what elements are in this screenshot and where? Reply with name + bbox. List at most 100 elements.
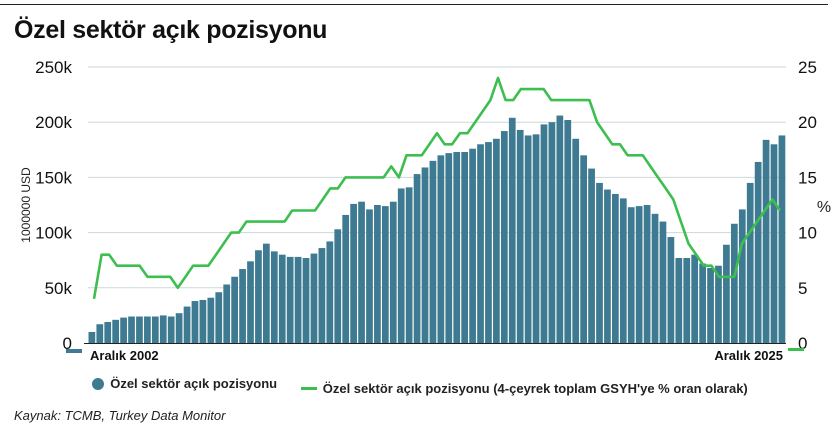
bar [191,301,199,343]
bar [247,261,254,343]
bar [453,152,461,343]
left-axis-marker [66,349,82,353]
bar [770,144,778,343]
top-rule [0,4,828,5]
bar [389,201,397,343]
y2-tick-label: 15 [798,168,817,187]
bar [532,134,540,343]
bar [88,331,96,343]
bar [691,254,699,343]
bar [651,213,659,343]
bar [167,316,175,343]
bar [270,251,278,343]
bar [746,182,754,343]
bar [715,265,722,343]
bar [437,155,445,343]
bar [96,324,104,343]
bar [500,131,508,343]
x-end-label: Aralık 2025 [714,348,783,363]
bar [350,203,357,343]
bar [469,148,476,343]
bar [723,244,730,343]
y2-tick-label: 10 [798,224,817,243]
bar [231,276,239,343]
page-title: Özel sektör açık pozisyonu [14,16,328,44]
bar [477,144,484,343]
bar [326,241,334,343]
bar [627,207,635,343]
bar [493,138,500,343]
bar [112,319,120,343]
bar [310,253,318,343]
bar [667,237,675,343]
bar [151,316,159,343]
bar [374,205,381,343]
source-note: Kaynak: TCMB, Turkey Data Monitor [14,408,226,423]
bar [612,193,619,343]
bar [778,135,786,343]
bar [556,115,564,344]
legend-line-label: Özel sektör açık pozisyonu (4-çeyrek top… [322,380,748,396]
legend-item-bars: Özel sektör açık pozisyonu [92,376,277,391]
bar [730,223,738,343]
bar [604,189,611,343]
legend-item-line: Özel sektör açık pozisyonu (4-çeyrek top… [300,380,748,396]
bar [215,292,223,343]
bar [413,174,421,343]
y2-tick-label: 25 [798,58,817,77]
bar [278,254,286,343]
bar [366,209,373,343]
bar [183,306,191,343]
bar [381,206,389,343]
bar [548,122,556,343]
bar [524,135,532,343]
y-tick-label: 0 [63,334,72,353]
legend: Özel sektör açık pozisyonu Özel sektör a… [0,376,840,396]
y2-axis-title: % [817,199,831,216]
bar [286,256,294,343]
right-axis-marker [788,348,804,351]
bar [445,153,453,343]
bar [239,269,246,343]
bar [358,201,365,343]
bar [572,138,580,343]
bar [429,160,437,343]
y2-tick-label: 5 [798,279,807,298]
bar [255,250,262,343]
y-axis-title: 1000000 USD [19,167,33,243]
bar [397,188,405,343]
bar [334,229,342,343]
y-tick-label: 50k [45,279,73,298]
legend-bar-label: Özel sektör açık pozisyonu [110,376,278,391]
bar [223,284,231,343]
bar [207,297,215,343]
bar [159,315,167,343]
bar [175,313,183,343]
legend-bar-swatch [92,377,105,390]
bar [540,124,548,344]
bar [263,243,270,343]
bar [144,316,151,343]
x-start-label: Aralık 2002 [90,348,159,363]
y-tick-label: 200k [35,113,72,132]
bar [136,316,143,343]
bar [461,152,469,343]
bar [619,198,627,343]
bar [635,206,643,343]
bar [294,256,302,343]
y-tick-label: 100k [35,224,72,243]
bar [738,209,746,343]
bar [675,257,683,343]
y2-tick-label: 20 [798,113,817,132]
bar [485,142,492,343]
bar [643,205,651,343]
bar [421,167,429,343]
bar [199,299,207,343]
bar [596,182,603,343]
bar [754,161,762,343]
bar [342,214,350,343]
bar [318,248,326,343]
bar [564,119,572,343]
